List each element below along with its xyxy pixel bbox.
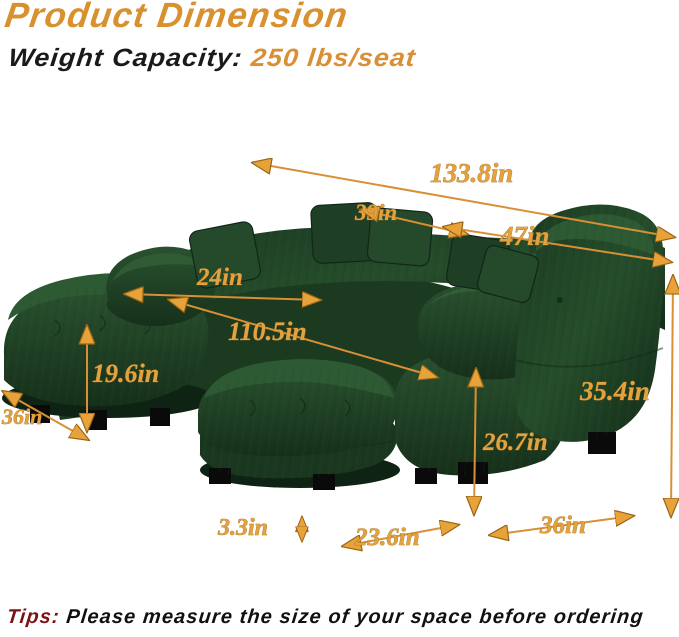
svg-text:36in: 36in	[1, 404, 42, 429]
svg-text:24in: 24in	[196, 264, 243, 291]
svg-text:110.5in: 110.5in	[228, 317, 307, 346]
svg-text:39in: 39in	[354, 200, 397, 225]
svg-text:36in: 36in	[539, 512, 586, 539]
svg-text:35.4in: 35.4in	[579, 376, 650, 406]
svg-text:3.3in: 3.3in	[217, 515, 268, 541]
svg-text:47in: 47in	[499, 221, 550, 251]
svg-text:19.6in: 19.6in	[92, 359, 159, 388]
svg-text:23.6in: 23.6in	[354, 524, 420, 551]
svg-text:133.8in: 133.8in	[430, 158, 513, 188]
svg-text:26.7in: 26.7in	[482, 429, 548, 456]
